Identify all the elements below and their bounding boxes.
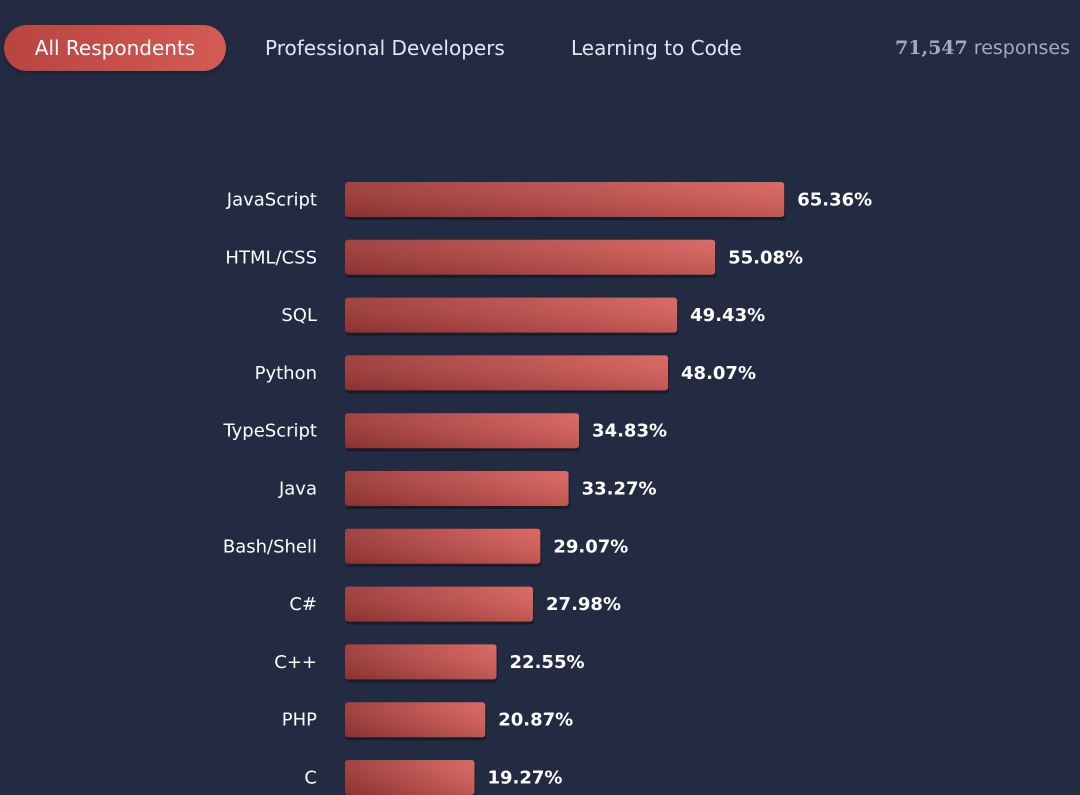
response-count-label: responses: [973, 37, 1070, 59]
value-label-javascript: 65.36%: [797, 190, 872, 211]
category-label-bash-shell: Bash/Shell: [223, 536, 317, 557]
bar-highlight-javascript: [345, 182, 785, 217]
bar-highlight-typescript: [345, 413, 580, 449]
value-label-python: 48.07%: [681, 363, 756, 384]
bar-highlight-c: [345, 760, 475, 795]
bar-highlight-html-css: [345, 239, 716, 275]
bar-highlight-c: [345, 586, 534, 622]
value-label-c: 19.27%: [487, 768, 562, 789]
bars-group: JavaScript 65.36% HTML/CSS 55.08% SQL 49.43% P…: [222, 182, 872, 795]
value-label-bash-shell: 29.07%: [553, 536, 628, 557]
response-count: 71,547 responses: [895, 25, 1070, 71]
bar-highlight-python: [345, 355, 669, 391]
value-label-c: 27.98%: [546, 594, 621, 615]
value-label-java: 33.27%: [582, 479, 657, 500]
tab-all-respondents[interactable]: All Respondents: [4, 25, 226, 71]
category-label-c: C#: [289, 594, 317, 615]
category-label-typescript: TypeScript: [222, 421, 317, 442]
tab-learning-to-code[interactable]: Learning to Code: [571, 36, 742, 60]
value-label-c: 22.55%: [510, 652, 585, 673]
category-label-html-css: HTML/CSS: [225, 247, 317, 268]
category-label-sql: SQL: [281, 305, 317, 326]
bar-highlight-c: [345, 644, 497, 680]
category-label-c: C: [304, 768, 317, 789]
response-count-value: 71,547: [895, 37, 968, 59]
category-label-php: PHP: [282, 710, 317, 731]
value-label-html-css: 55.08%: [728, 247, 803, 268]
respondent-tabs: All Respondents Professional Developers …: [0, 0, 1080, 95]
value-label-sql: 49.43%: [690, 305, 765, 326]
category-label-java: Java: [278, 479, 317, 500]
bar-highlight-java: [345, 471, 569, 506]
category-label-python: Python: [255, 363, 317, 384]
value-label-php: 20.87%: [498, 710, 573, 731]
category-label-c: C++: [274, 652, 317, 673]
tab-professional-developers[interactable]: Professional Developers: [265, 36, 505, 60]
category-label-javascript: JavaScript: [226, 190, 317, 211]
bar-highlight-bash-shell: [345, 528, 541, 564]
bar-highlight-php: [345, 702, 486, 738]
value-label-typescript: 34.83%: [592, 421, 667, 442]
bar-highlight-sql: [345, 297, 678, 333]
